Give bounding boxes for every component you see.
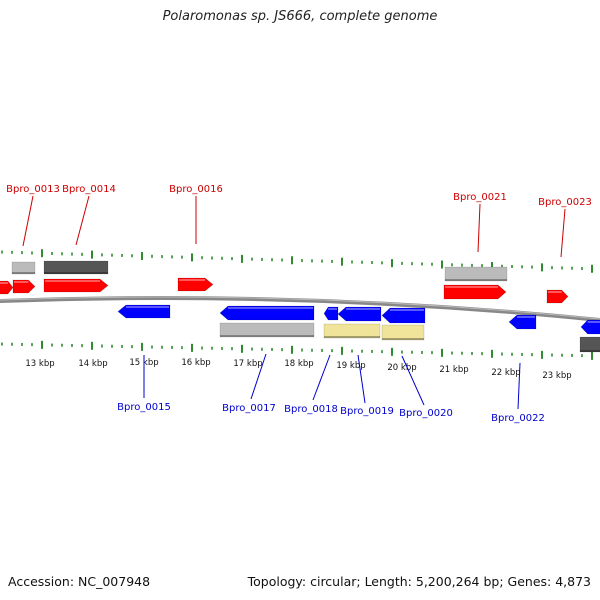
gene-label[interactable]: Bpro_0020 xyxy=(399,408,453,419)
gene-label[interactable]: Bpro_0018 xyxy=(284,404,338,415)
reverse-cds-arrow[interactable] xyxy=(117,304,171,319)
scale-label: 22 kbp xyxy=(491,368,520,378)
feature-block[interactable] xyxy=(11,261,36,275)
feature-shine xyxy=(517,316,535,318)
feature-shine xyxy=(45,280,100,282)
scale-label: 13 kbp xyxy=(25,359,54,369)
reverse-cds-arrow[interactable] xyxy=(323,306,339,321)
gene-label[interactable]: Bpro_0019 xyxy=(340,406,394,417)
feature-shine xyxy=(126,306,169,308)
gene-label[interactable]: Bpro_0023 xyxy=(538,197,592,208)
gene-label[interactable]: Bpro_0016 xyxy=(169,184,223,195)
gene-label[interactable]: Bpro_0013 xyxy=(6,184,60,195)
feature-block[interactable] xyxy=(219,322,315,338)
feature-shadow xyxy=(44,272,108,274)
feature-shine xyxy=(587,321,600,323)
gene-label[interactable]: Bpro_0021 xyxy=(453,192,507,203)
label-leader-line xyxy=(75,195,90,246)
gene-label[interactable]: Bpro_0015 xyxy=(117,402,171,413)
forward-cds-arrow[interactable] xyxy=(0,280,14,295)
gene-label[interactable]: Bpro_0014 xyxy=(62,184,116,195)
map-title: Polaromonas sp. JS666, complete genome xyxy=(162,9,438,24)
genome-summary: Topology: circular; Length: 5,200,264 bp… xyxy=(247,574,591,589)
scale-label: 21 kbp xyxy=(439,365,468,375)
genes-count-text: Genes: 4,873 xyxy=(507,574,591,589)
forward-cds-arrow[interactable] xyxy=(443,284,507,300)
feature-block[interactable] xyxy=(444,266,508,282)
feature-block[interactable] xyxy=(381,324,425,341)
scale-label: 23 kbp xyxy=(542,371,571,381)
label-leader-line xyxy=(560,208,566,258)
feature-block[interactable] xyxy=(43,260,109,275)
label-leader-line xyxy=(357,354,366,404)
reverse-cds-arrow[interactable] xyxy=(580,319,600,335)
feature-block[interactable] xyxy=(579,336,600,353)
scale-label: 20 kbp xyxy=(387,363,416,373)
feature-shadow xyxy=(220,335,314,337)
label-leader-line xyxy=(312,354,331,401)
genome-backbone xyxy=(0,296,600,322)
forward-cds-arrow[interactable] xyxy=(177,277,214,292)
feature-shine xyxy=(14,281,29,283)
scale-label: 14 kbp xyxy=(78,359,107,369)
genome-backbone-highlight xyxy=(0,296,600,320)
forward-gene-labels: Bpro_0013 Bpro_0014 Bpro_0016 Bpro_0021 … xyxy=(6,184,592,258)
feature-shadow xyxy=(12,272,35,274)
scale-label: 17 kbp xyxy=(233,359,262,369)
feature-shine xyxy=(179,279,205,281)
feature-shadow xyxy=(445,279,507,281)
tick-row-bottom xyxy=(1,340,593,360)
label-leader-line xyxy=(477,203,481,253)
reverse-cds-arrow[interactable] xyxy=(381,307,426,324)
gene-label[interactable]: Bpro_0022 xyxy=(491,413,545,424)
feature-shine xyxy=(346,308,380,310)
feature-shine xyxy=(445,286,498,288)
reverse-cds-arrow[interactable] xyxy=(508,314,537,330)
reverse-cds-arrow[interactable] xyxy=(337,306,382,322)
tick-row-top xyxy=(1,249,593,273)
accession-text: Accession: NC_007948 xyxy=(8,574,151,589)
scale-labels: 13 kbp 14 kbp 15 kbp 16 kbp 17 kbp 18 kb… xyxy=(25,358,571,381)
feature-shine xyxy=(328,308,337,310)
forward-cds-arrow[interactable] xyxy=(43,278,109,293)
feature-shine xyxy=(228,307,313,309)
forward-cds-arrow[interactable] xyxy=(12,279,36,294)
reverse-cds-arrow[interactable] xyxy=(219,305,315,321)
feature-track xyxy=(0,260,600,353)
feature-shine xyxy=(548,291,562,293)
scale-label: 19 kbp xyxy=(336,361,365,371)
label-leader-line xyxy=(517,362,521,410)
scale-label: 16 kbp xyxy=(181,358,210,368)
gene-label[interactable]: Bpro_0017 xyxy=(222,403,276,414)
label-leader-line xyxy=(401,355,425,406)
label-leader-line xyxy=(250,353,267,400)
topology-text: Topology: circular xyxy=(247,574,357,589)
feature-shine xyxy=(390,309,424,311)
feature-shadow xyxy=(382,338,424,340)
feature-shadow xyxy=(580,350,600,352)
feature-shadow xyxy=(324,336,380,338)
scale-label: 18 kbp xyxy=(284,359,313,369)
reverse-gene-labels: Bpro_0015 Bpro_0017 Bpro_0018 Bpro_0019 … xyxy=(117,353,545,424)
label-leader-line xyxy=(22,195,34,247)
length-text: Length: 5,200,264 bp xyxy=(364,574,500,589)
feature-shine xyxy=(0,282,8,284)
feature-block[interactable] xyxy=(323,323,381,339)
forward-cds-arrow[interactable] xyxy=(546,289,569,304)
